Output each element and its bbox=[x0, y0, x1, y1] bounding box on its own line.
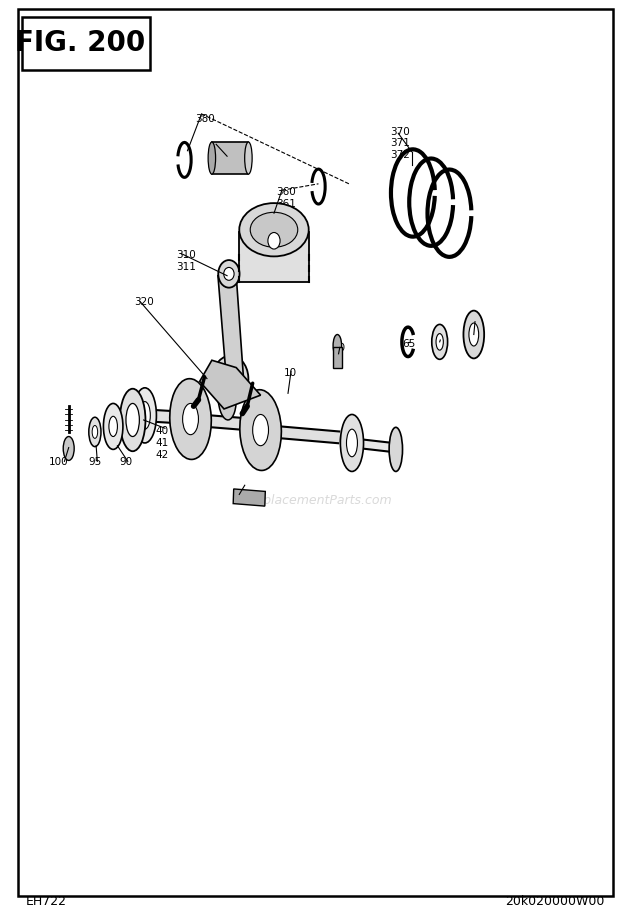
Text: 10: 10 bbox=[284, 368, 297, 378]
Ellipse shape bbox=[389, 427, 402, 471]
Text: 50: 50 bbox=[466, 316, 480, 326]
Bar bbox=[233, 489, 265, 506]
Ellipse shape bbox=[253, 414, 268, 446]
Text: EH722: EH722 bbox=[26, 895, 67, 908]
Text: 70: 70 bbox=[332, 343, 345, 353]
Ellipse shape bbox=[221, 368, 239, 391]
Text: 360
361
362: 360 361 362 bbox=[277, 187, 296, 221]
Ellipse shape bbox=[224, 267, 234, 280]
Ellipse shape bbox=[239, 203, 309, 256]
Text: eReplacementParts.com: eReplacementParts.com bbox=[239, 494, 392, 507]
Text: 100: 100 bbox=[48, 457, 68, 467]
Ellipse shape bbox=[340, 414, 363, 471]
Ellipse shape bbox=[208, 142, 216, 174]
Text: 370
371
372: 370 371 372 bbox=[390, 127, 410, 160]
Ellipse shape bbox=[63, 437, 74, 460]
Ellipse shape bbox=[463, 311, 484, 358]
Bar bbox=[22, 17, 149, 70]
Ellipse shape bbox=[245, 142, 252, 174]
Text: 60: 60 bbox=[433, 335, 446, 346]
Ellipse shape bbox=[89, 417, 101, 447]
Ellipse shape bbox=[436, 334, 443, 350]
Text: 20k020000W00: 20k020000W00 bbox=[505, 895, 604, 908]
Ellipse shape bbox=[120, 389, 146, 451]
Ellipse shape bbox=[333, 335, 342, 357]
Ellipse shape bbox=[133, 388, 156, 443]
Ellipse shape bbox=[268, 233, 280, 249]
Text: 320: 320 bbox=[134, 297, 154, 307]
Ellipse shape bbox=[109, 416, 117, 437]
Ellipse shape bbox=[183, 403, 198, 435]
Bar bbox=[212, 142, 249, 174]
Ellipse shape bbox=[104, 403, 123, 449]
Text: 90: 90 bbox=[119, 457, 133, 467]
Ellipse shape bbox=[218, 374, 236, 420]
Ellipse shape bbox=[469, 323, 479, 346]
Text: 80: 80 bbox=[232, 492, 245, 502]
Ellipse shape bbox=[240, 390, 281, 471]
Text: 310
311: 310 311 bbox=[177, 250, 197, 272]
Bar bbox=[333, 347, 342, 368]
Ellipse shape bbox=[92, 425, 97, 438]
Text: 65: 65 bbox=[402, 339, 415, 349]
Text: 95: 95 bbox=[88, 457, 102, 467]
Ellipse shape bbox=[250, 212, 298, 247]
Text: 350: 350 bbox=[209, 142, 229, 153]
Text: FIG. 200: FIG. 200 bbox=[14, 29, 145, 57]
Ellipse shape bbox=[170, 379, 211, 460]
Ellipse shape bbox=[218, 260, 239, 288]
Ellipse shape bbox=[432, 324, 448, 359]
Polygon shape bbox=[200, 360, 260, 409]
Ellipse shape bbox=[126, 403, 140, 437]
Ellipse shape bbox=[212, 356, 249, 403]
Polygon shape bbox=[218, 276, 244, 388]
Ellipse shape bbox=[140, 402, 150, 429]
Ellipse shape bbox=[347, 429, 358, 457]
Bar bbox=[239, 232, 309, 282]
Text: 380: 380 bbox=[195, 114, 215, 124]
Text: 40
41
42: 40 41 42 bbox=[156, 426, 169, 460]
